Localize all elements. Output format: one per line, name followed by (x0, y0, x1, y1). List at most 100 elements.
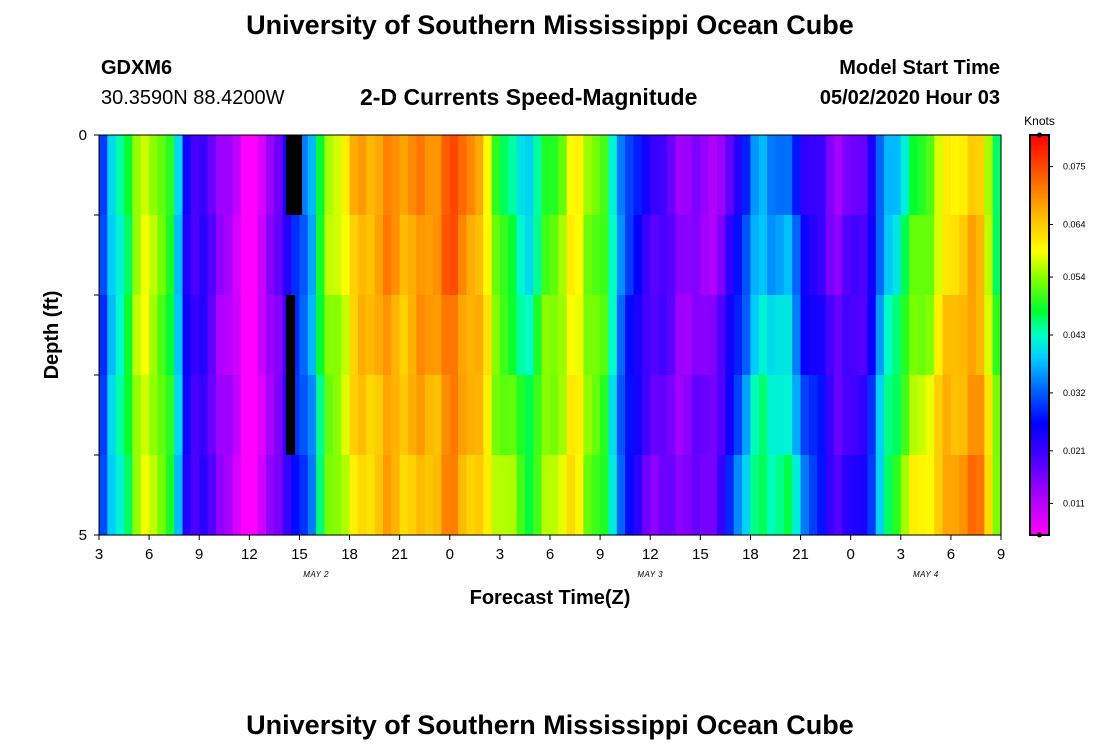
heatmap-cell (516, 375, 526, 456)
heatmap-cell (733, 295, 743, 376)
heatmap-cell (240, 215, 250, 296)
heatmap-cell (984, 455, 994, 536)
heatmap-cell (750, 455, 760, 536)
heatmap-cell (934, 295, 944, 376)
heatmap-cell (140, 215, 150, 296)
heatmap-cell (207, 455, 217, 536)
heatmap-cell (215, 215, 225, 296)
heatmap-cell (758, 295, 768, 376)
heatmap-cell (917, 375, 927, 456)
heatmap-cell (115, 135, 125, 216)
heatmap-cell (591, 455, 601, 536)
heatmap-cell (424, 135, 434, 216)
heatmap-cell (174, 375, 184, 456)
heatmap-cell (934, 135, 944, 216)
heatmap-cell (132, 455, 142, 536)
heatmap-cell (683, 135, 693, 216)
heatmap-cell (666, 455, 676, 536)
heatmap-cell (708, 375, 718, 456)
heatmap-cell (232, 215, 242, 296)
y-axis-label: Depth (ft) (41, 291, 63, 380)
heatmap-cell (266, 295, 275, 376)
heatmap-cell (942, 135, 952, 216)
heatmap-cell (950, 295, 960, 376)
heatmap-cell (266, 215, 275, 296)
heatmap-cell (474, 135, 484, 216)
heatmap-cell (441, 375, 451, 456)
heatmap-cell (641, 295, 651, 376)
heatmap-cell (825, 295, 835, 376)
heatmap-cell (157, 375, 167, 456)
page-title: University of Southern Mississippi Ocean… (246, 10, 854, 40)
heatmap-cell (909, 455, 919, 536)
heatmap-cell (508, 135, 518, 216)
heatmap-cell (349, 215, 359, 296)
heatmap-cell (324, 215, 334, 296)
date-label: MAY 4 (913, 570, 939, 579)
colorbar-unit-label: Knots (1024, 114, 1055, 128)
heatmap-cell (282, 455, 292, 536)
heatmap-cell (600, 455, 610, 536)
heatmap-cell (433, 455, 443, 536)
heatmap-cell (775, 295, 785, 376)
heatmap-cell (817, 215, 827, 296)
heatmap-cell (207, 375, 217, 456)
heatmap-cell (600, 215, 610, 296)
heatmap-cell (524, 455, 534, 536)
heatmap-cell (541, 295, 551, 376)
heatmap-cell (658, 455, 668, 536)
heatmap-cell (884, 295, 894, 376)
x-tick-label: 0 (446, 546, 454, 563)
heatmap-cell (541, 455, 551, 536)
heatmap-cell (700, 375, 710, 456)
heatmap-cell (224, 135, 234, 216)
heatmap-cell (124, 455, 134, 536)
heatmap-cell (767, 455, 777, 536)
heatmap-cell (307, 135, 317, 216)
heatmap-cell (742, 215, 752, 296)
heatmap-cell (483, 135, 493, 216)
heatmap-cell (249, 295, 259, 376)
heatmap-cell (850, 215, 860, 296)
colorbar (1029, 134, 1050, 536)
heatmap-cell (975, 135, 985, 216)
heatmap-cell (474, 455, 484, 536)
heatmap-cell (717, 455, 726, 536)
heatmap-cell (499, 455, 509, 536)
heatmap-cell (700, 455, 710, 536)
heatmap-cell (942, 295, 952, 376)
x-tick-label: 18 (341, 546, 358, 563)
heatmap-cell (124, 295, 134, 376)
heatmap-cell (633, 455, 643, 536)
heatmap-cell (658, 295, 668, 376)
heatmap-cell (165, 135, 175, 216)
heatmap-cell (566, 215, 576, 296)
heatmap-cell (859, 455, 868, 536)
heatmap-cell (625, 375, 635, 456)
heatmap-cell (867, 295, 877, 376)
heatmap-cell (215, 295, 225, 376)
heatmap-cell (992, 375, 1002, 456)
heatmap-cell (199, 215, 209, 296)
heatmap-cell (165, 215, 175, 296)
heatmap-cell (165, 295, 175, 376)
heatmap-cell (775, 215, 785, 296)
heatmap-cell (416, 455, 426, 536)
y-tick-label: 5 (79, 527, 87, 544)
heatmap-cell (950, 215, 960, 296)
heatmap-cell (750, 135, 760, 216)
heatmap-cell (140, 295, 150, 376)
heatmap-cell (99, 135, 108, 216)
heatmap-cell (892, 135, 902, 216)
heatmap-cell (182, 375, 192, 456)
heatmap-cell (190, 135, 200, 216)
heatmap-cell (959, 375, 969, 456)
heatmap-cell (783, 295, 793, 376)
heatmap-cell (708, 455, 718, 536)
heatmap-cell (441, 135, 451, 216)
station-id: GDXM6 (101, 57, 173, 79)
heatmap-cell (291, 455, 301, 536)
heatmap-cell (641, 455, 651, 536)
heatmap-cell (550, 455, 559, 536)
heatmap-cell (466, 135, 476, 216)
